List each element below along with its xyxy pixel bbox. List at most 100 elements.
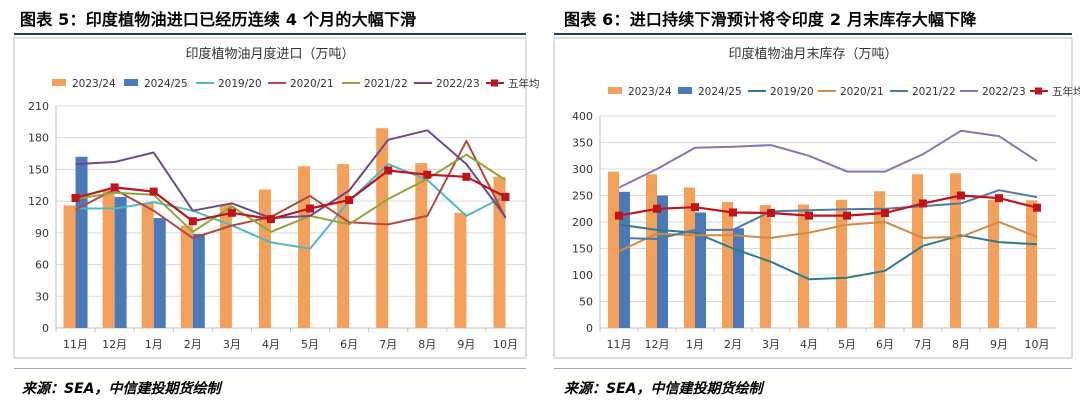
legend-item: 2021/22 bbox=[342, 78, 408, 90]
bar bbox=[454, 212, 467, 328]
y-tick-label: 350 bbox=[572, 137, 593, 150]
chart-title: 印度植物油月末库存（万吨） bbox=[728, 46, 897, 62]
legend-item: 2019/20 bbox=[748, 86, 814, 98]
bar bbox=[619, 191, 630, 328]
line-series-group bbox=[71, 129, 510, 250]
data-point bbox=[881, 208, 889, 217]
y-tick-label: 180 bbox=[28, 132, 49, 145]
data-point bbox=[843, 211, 851, 220]
y-tick-label: 30 bbox=[35, 290, 49, 303]
bar bbox=[192, 233, 205, 328]
y-tick-label: 60 bbox=[35, 259, 49, 272]
legend-item: 五年均值 bbox=[1030, 85, 1080, 98]
bar bbox=[258, 189, 271, 328]
x-tick-labels: 11月 12月 1月 2月 3月 4月 5月 6月 7月 8月 9月 10月 bbox=[599, 328, 1050, 351]
data-point bbox=[919, 199, 927, 208]
series-line bbox=[618, 189, 1038, 240]
series-line bbox=[75, 139, 507, 240]
bar bbox=[760, 205, 771, 328]
bar bbox=[114, 196, 127, 328]
bar-series-2024/25 bbox=[619, 191, 744, 328]
bar bbox=[180, 225, 193, 328]
data-point bbox=[501, 192, 510, 201]
x-tick-label: 2月 bbox=[184, 338, 202, 351]
series-line bbox=[75, 169, 507, 223]
figure-panel-6: 图表 6：进口持续下滑预计将令印度 2 月末库存大幅下降 印度植物油月末库存（万… bbox=[548, 0, 1080, 408]
y-tick-label: 300 bbox=[572, 163, 593, 176]
x-tick-label: 11月 bbox=[607, 338, 632, 351]
data-point bbox=[306, 204, 315, 213]
bar bbox=[988, 199, 999, 328]
bar bbox=[337, 164, 350, 328]
bar bbox=[695, 212, 706, 328]
x-tick-label: 8月 bbox=[418, 338, 436, 351]
series-line bbox=[618, 129, 1038, 189]
x-tick-label: 8月 bbox=[952, 338, 970, 351]
series-line bbox=[75, 163, 506, 250]
data-point bbox=[71, 193, 80, 202]
bar bbox=[75, 156, 88, 328]
y-tick-label: 250 bbox=[572, 190, 593, 203]
y-tick-label: 200 bbox=[572, 216, 593, 229]
line-series-2022/23 bbox=[75, 129, 507, 220]
legend-label: 五年均值 bbox=[1052, 85, 1080, 98]
source-note: 来源：SEA，中信建投期货绘制 bbox=[564, 381, 763, 397]
y-tick-label: 120 bbox=[28, 195, 49, 208]
legend-label: 2024/25 bbox=[144, 78, 188, 90]
bar bbox=[63, 205, 76, 328]
legend-item: 2021/22 bbox=[890, 86, 956, 98]
series-line bbox=[618, 194, 1038, 217]
title-divider bbox=[14, 33, 526, 35]
data-point bbox=[227, 208, 236, 217]
x-tick-label: 12月 bbox=[645, 338, 670, 351]
x-tick-label: 4月 bbox=[262, 338, 280, 351]
chart-legend: 2023/24 2024/25 2019/20 2020/21 2021/22 2022/… bbox=[52, 77, 540, 90]
legend-label: 2019/20 bbox=[218, 78, 262, 90]
x-tick-label: 1月 bbox=[686, 338, 704, 351]
x-tick-label: 6月 bbox=[340, 338, 358, 351]
legend-item: 2022/23 bbox=[414, 78, 480, 90]
x-tick-label: 9月 bbox=[990, 338, 1008, 351]
x-tick-label: 5月 bbox=[838, 338, 856, 351]
legend-label: 五年均值 bbox=[508, 77, 540, 90]
y-tick-label: 400 bbox=[572, 110, 593, 123]
line-series-五年均值 bbox=[615, 191, 1041, 220]
bar bbox=[836, 199, 847, 328]
legend-item: 2023/24 bbox=[52, 78, 116, 90]
y-tick-label: 50 bbox=[579, 296, 593, 309]
figure-title: 图表 6：进口持续下滑预计将令印度 2 月末库存大幅下降 bbox=[564, 10, 977, 29]
y-tick-labels: 0 50 100 150 200 250 300 350 400 bbox=[572, 110, 593, 335]
data-point bbox=[995, 194, 1003, 203]
bar bbox=[733, 228, 744, 328]
bar bbox=[493, 176, 506, 328]
bar bbox=[950, 173, 961, 328]
line-series-group bbox=[615, 129, 1041, 281]
x-tick-label: 6月 bbox=[876, 338, 894, 351]
y-tick-label: 0 bbox=[42, 322, 49, 335]
x-tick-label: 2月 bbox=[724, 338, 742, 351]
legend-item: 2023/24 bbox=[608, 86, 672, 98]
x-tick-label: 3月 bbox=[762, 338, 780, 351]
x-tick-label: 5月 bbox=[301, 338, 319, 351]
bar bbox=[912, 174, 923, 328]
figure-panel-5: 图表 5：印度植物油进口已经历连续 4 个月的大幅下滑 印度植物油月度进口（万吨… bbox=[13, 10, 540, 397]
series-line bbox=[618, 221, 1038, 253]
legend-swatch bbox=[608, 87, 622, 94]
legend-swatch bbox=[52, 79, 66, 86]
stock-chart: 印度植物油月末库存（万吨） 2023/24 2024/25 2019/20 2020/2… bbox=[553, 37, 1080, 359]
data-point bbox=[423, 170, 432, 179]
data-point bbox=[691, 203, 699, 212]
bar bbox=[657, 195, 668, 328]
legend-item: 2020/21 bbox=[268, 78, 334, 90]
bar bbox=[153, 218, 166, 328]
bar-series-group bbox=[63, 128, 506, 328]
bar bbox=[798, 204, 809, 328]
x-tick-label: 10月 bbox=[493, 338, 518, 351]
line-series-2021/22 bbox=[618, 189, 1038, 240]
bar-series-2023/24 bbox=[63, 128, 506, 328]
series-line bbox=[75, 129, 507, 220]
legend-swatch bbox=[124, 79, 138, 86]
data-point bbox=[345, 196, 354, 205]
data-point bbox=[653, 204, 661, 213]
legend-label: 2019/20 bbox=[770, 86, 814, 98]
